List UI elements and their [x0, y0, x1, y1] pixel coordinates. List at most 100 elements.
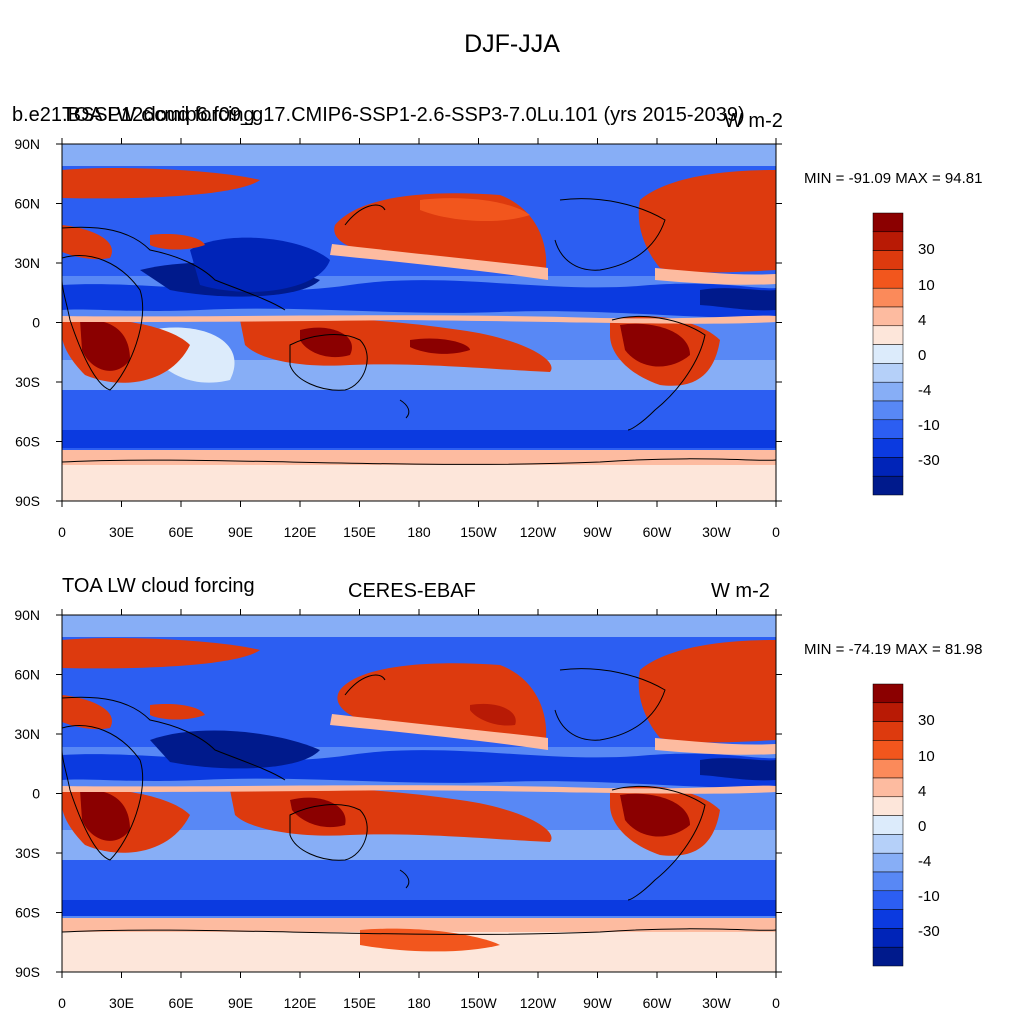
panel1-min-max: MIN = -91.09 MAX = 94.81	[804, 170, 983, 187]
colorbar-swatch	[872, 890, 904, 910]
panel2-lat-label: 90N	[14, 607, 40, 623]
panel2-lon-label: 0	[772, 995, 780, 1011]
panel2-lon-label: 90E	[228, 995, 253, 1011]
panel2-lat-label: 90S	[15, 964, 40, 980]
panel1-lon-label: 30E	[109, 524, 134, 540]
panel1-lon-label: 120E	[284, 524, 317, 540]
panel2-tick-marks	[56, 609, 782, 978]
panel1-lon-label: 180	[407, 524, 431, 540]
panel1-lat-label: 90S	[15, 493, 40, 509]
colorbar-swatch	[872, 438, 904, 458]
colorbar-swatch	[872, 834, 904, 854]
colorbar-swatch	[872, 363, 904, 383]
panel2-lon-label: 150W	[460, 995, 497, 1011]
panel2-lat-label: 60S	[15, 905, 40, 921]
panel1-colorbar	[872, 212, 904, 496]
colorbar-swatch	[872, 928, 904, 948]
panel2-lon-label: 90W	[583, 995, 613, 1011]
panel1-lat-label: 60N	[14, 196, 40, 212]
panel1-colorbar-labels: 30 10 4 0 -4 -10 -30	[918, 241, 940, 469]
colorbar-swatch	[872, 815, 904, 835]
colorbar-swatch	[872, 212, 904, 233]
panel2-contour-field	[62, 615, 776, 972]
colorbar-swatch	[872, 852, 904, 873]
panel2-colorbar-label: 30	[918, 712, 935, 729]
panel1-colorbar-label: 10	[918, 277, 935, 294]
panel1-lon-label: 150E	[343, 524, 376, 540]
panel2-lon-label: 120W	[520, 995, 557, 1011]
colorbar-swatch	[872, 325, 904, 345]
panel1-lon-label: 150W	[460, 524, 497, 540]
colorbar-swatch	[872, 871, 904, 892]
panel1-lon-label: 30W	[702, 524, 732, 540]
colorbar-swatch	[872, 721, 904, 741]
panel1-lat-label: 0	[32, 315, 40, 331]
panel1-lat-labels: 90N 60N 30N 0 30S 60S 90S	[14, 136, 40, 509]
panel2-lat-label: 30N	[14, 726, 40, 742]
panel1-case-title: b.e21.BSSP126cmip6.f09_g17.CMIP6-SSP1-2.…	[12, 104, 745, 126]
colorbar-swatch	[872, 702, 904, 722]
panel2-lat-label: 60N	[14, 667, 40, 683]
panel1-tick-marks	[56, 138, 782, 507]
colorbar-swatch	[872, 683, 904, 704]
colorbar-swatch	[872, 909, 904, 929]
main-title: DJF-JJA	[464, 30, 560, 58]
panel1-lat-label: 30N	[14, 255, 40, 271]
panel2-colorbar-labels: 30 10 4 0 -4 -10 -30	[918, 712, 940, 940]
panel1-lat-label: 30S	[15, 374, 40, 390]
panel1-coastlines	[62, 198, 776, 465]
panel2-lon-label: 60E	[169, 995, 194, 1011]
colorbar-swatch	[872, 758, 904, 779]
colorbar-swatch	[872, 777, 904, 798]
panel2-lon-label: 120E	[284, 995, 317, 1011]
colorbar-swatch	[872, 400, 904, 421]
colorbar-swatch	[872, 796, 904, 816]
colorbar-swatch	[872, 344, 904, 364]
panel2-colorbar-label: -30	[918, 923, 940, 940]
colorbar-swatch	[872, 475, 904, 496]
panel1-lon-label: 90E	[228, 524, 253, 540]
colorbar-swatch	[872, 457, 904, 477]
panel2-lat-labels: 90N 60N 30N 0 30S 60S 90S	[14, 607, 40, 980]
panel2-lon-label: 150E	[343, 995, 376, 1011]
panel2-left-title: TOA LW cloud forcing	[62, 575, 255, 597]
panel2-min-max: MIN = -74.19 MAX = 81.98	[804, 641, 983, 658]
panel2-lat-label: 30S	[15, 845, 40, 861]
panel2-lon-label: 30W	[702, 995, 732, 1011]
panel2-colorbar-label: -4	[918, 853, 931, 870]
panel2-colorbar-label: 0	[918, 818, 926, 835]
colorbar-swatch	[872, 269, 904, 289]
panel1-left-title: TOA LW cloud forcing	[62, 104, 255, 126]
panel2-units: W m-2	[711, 580, 770, 602]
panel1-lat-label: 60S	[15, 434, 40, 450]
panel1-colorbar-label: -4	[918, 382, 931, 399]
colorbar-swatch	[872, 250, 904, 270]
colorbar-swatch	[872, 231, 904, 251]
colorbar-swatch	[872, 306, 904, 327]
panel1-units: W m-2	[724, 110, 783, 132]
panel1-contour-field	[62, 144, 776, 501]
colorbar-swatch	[872, 740, 904, 760]
panel2-lon-labels: 0 30E 60E 90E 120E 150E 180 150W 120W 90…	[58, 995, 780, 1011]
panel1-colorbar-label: -30	[918, 452, 940, 469]
panel1-colorbar-label: 30	[918, 241, 935, 258]
panel2-case-title: CERES-EBAF	[348, 580, 476, 602]
panel1-colorbar-label: 0	[918, 347, 926, 364]
panel2-colorbar-label: 10	[918, 748, 935, 765]
panel1-lon-labels: 0 30E 60E 90E 120E 150E 180 150W 120W 90…	[58, 524, 780, 540]
panel2-map: 0 30E 60E 90E 120E 150E 180 150W 120W 90…	[14, 607, 782, 1011]
panel1-lon-label: 90W	[583, 524, 613, 540]
panel2-colorbar-label: 4	[918, 783, 926, 800]
panel1-lon-label: 120W	[520, 524, 557, 540]
colorbar-swatch	[872, 946, 904, 967]
panel1-lon-label: 60W	[643, 524, 673, 540]
panel1-lon-label: 60E	[169, 524, 194, 540]
panel1-colorbar-label: -10	[918, 417, 940, 434]
panel2-lon-label: 30E	[109, 995, 134, 1011]
panel1-map: 0 30E 60E 90E 120E 150E 180 150W 120W 90…	[14, 136, 782, 540]
colorbar-swatch	[872, 419, 904, 439]
panel1-colorbar-label: 4	[918, 312, 926, 329]
panel2-lon-label: 60W	[643, 995, 673, 1011]
panel2-lon-label: 0	[58, 995, 66, 1011]
